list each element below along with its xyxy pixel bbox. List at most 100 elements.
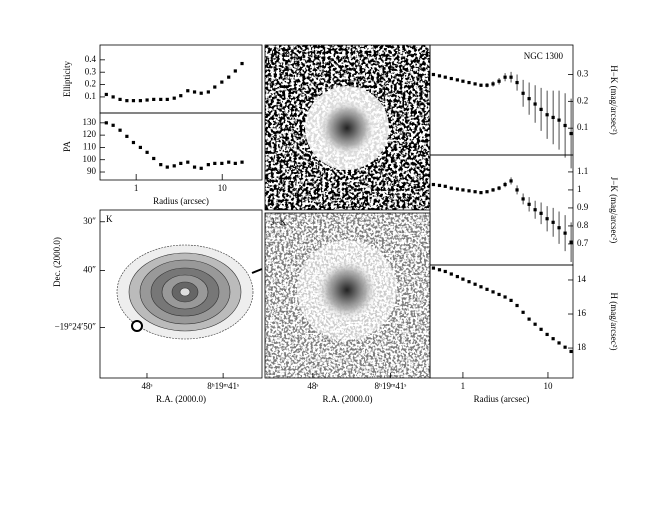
point xyxy=(159,97,163,101)
x-tick-label: 10 xyxy=(543,381,553,391)
point xyxy=(449,272,453,276)
point xyxy=(455,78,459,82)
point xyxy=(461,79,465,83)
point xyxy=(569,240,573,244)
point xyxy=(491,82,495,86)
point xyxy=(443,269,447,274)
y-tick-label: 40″ xyxy=(83,265,96,275)
point xyxy=(521,91,525,95)
point xyxy=(497,186,501,190)
point xyxy=(165,97,169,101)
point xyxy=(509,298,513,302)
point xyxy=(437,74,442,78)
point xyxy=(138,145,142,150)
point xyxy=(533,322,537,326)
point xyxy=(527,317,531,321)
y-tick-label: 130 xyxy=(83,117,97,127)
plot-frame xyxy=(429,154,574,266)
point xyxy=(192,90,197,94)
point xyxy=(206,90,210,94)
point xyxy=(485,287,489,291)
point xyxy=(551,220,555,224)
y-tick-label: 0.1 xyxy=(577,122,588,132)
point xyxy=(503,182,507,187)
point xyxy=(437,268,442,272)
contours xyxy=(116,244,263,340)
point xyxy=(539,211,543,215)
y-tick-label: 90 xyxy=(87,166,97,176)
image-core xyxy=(315,258,379,322)
point xyxy=(539,327,543,331)
point xyxy=(233,69,237,73)
point xyxy=(545,217,549,221)
point xyxy=(545,332,549,337)
point xyxy=(467,80,471,85)
point xyxy=(527,202,531,206)
plot-frame xyxy=(99,44,263,114)
point xyxy=(509,179,513,183)
y-tick-label: 0.2 xyxy=(85,79,96,89)
point xyxy=(449,76,453,81)
point xyxy=(467,189,471,193)
y-tick-label: 14 xyxy=(577,274,587,284)
point xyxy=(479,83,483,87)
point xyxy=(491,290,495,294)
point xyxy=(449,186,453,190)
point xyxy=(186,160,190,164)
point xyxy=(118,128,122,132)
point xyxy=(533,102,537,106)
y-tick-label: 1.1 xyxy=(577,166,588,176)
point xyxy=(533,208,537,212)
point xyxy=(557,341,561,345)
point xyxy=(220,80,224,84)
point xyxy=(179,161,183,166)
x-axis-label: R.A. (2000.0) xyxy=(323,394,373,404)
point xyxy=(118,97,122,101)
x-tick-label: 1 xyxy=(461,381,466,391)
point xyxy=(473,190,477,194)
point xyxy=(473,82,477,86)
point xyxy=(503,75,507,79)
y-axis-label: H (mag/arcsec²) xyxy=(609,293,619,351)
y-tick-label: 18 xyxy=(577,342,587,352)
x-axis-label: Radius (arcsec) xyxy=(153,196,209,206)
point xyxy=(563,231,567,235)
point xyxy=(539,107,543,111)
point xyxy=(220,161,224,166)
image-label: H−K xyxy=(271,49,290,59)
y-axis-label: PA xyxy=(62,141,72,152)
point xyxy=(497,79,501,83)
point xyxy=(152,97,156,101)
y-tick-label: 0.3 xyxy=(577,69,589,79)
point xyxy=(165,165,169,169)
y-tick-label: 0.4 xyxy=(85,54,97,64)
y-tick-label: −19°24′50″ xyxy=(55,322,97,332)
plot-frame xyxy=(99,112,263,181)
point xyxy=(563,123,567,128)
point xyxy=(131,140,136,145)
annotation: NGC 1300 xyxy=(524,51,564,61)
point xyxy=(199,166,203,170)
point xyxy=(491,188,495,192)
point xyxy=(125,134,129,138)
y-tick-label: 110 xyxy=(83,141,97,151)
point xyxy=(521,197,525,201)
x-axis-label: Radius (arcsec) xyxy=(474,394,530,404)
point xyxy=(240,160,244,164)
y-tick-label: 0.8 xyxy=(577,220,589,230)
image-label: J−K xyxy=(271,217,287,227)
x-tick-label: 1 xyxy=(134,183,139,193)
point xyxy=(473,282,477,286)
point xyxy=(509,75,513,79)
y-tick-label: 0.2 xyxy=(577,95,588,105)
point xyxy=(131,99,136,103)
x-tick-label: 48ˢ xyxy=(142,381,153,391)
point xyxy=(159,163,163,167)
point xyxy=(145,150,149,154)
y-axis-label: Dec. (2000.0) xyxy=(52,237,62,287)
point xyxy=(455,274,459,279)
point xyxy=(521,310,525,314)
point xyxy=(179,94,183,98)
point xyxy=(515,80,519,85)
